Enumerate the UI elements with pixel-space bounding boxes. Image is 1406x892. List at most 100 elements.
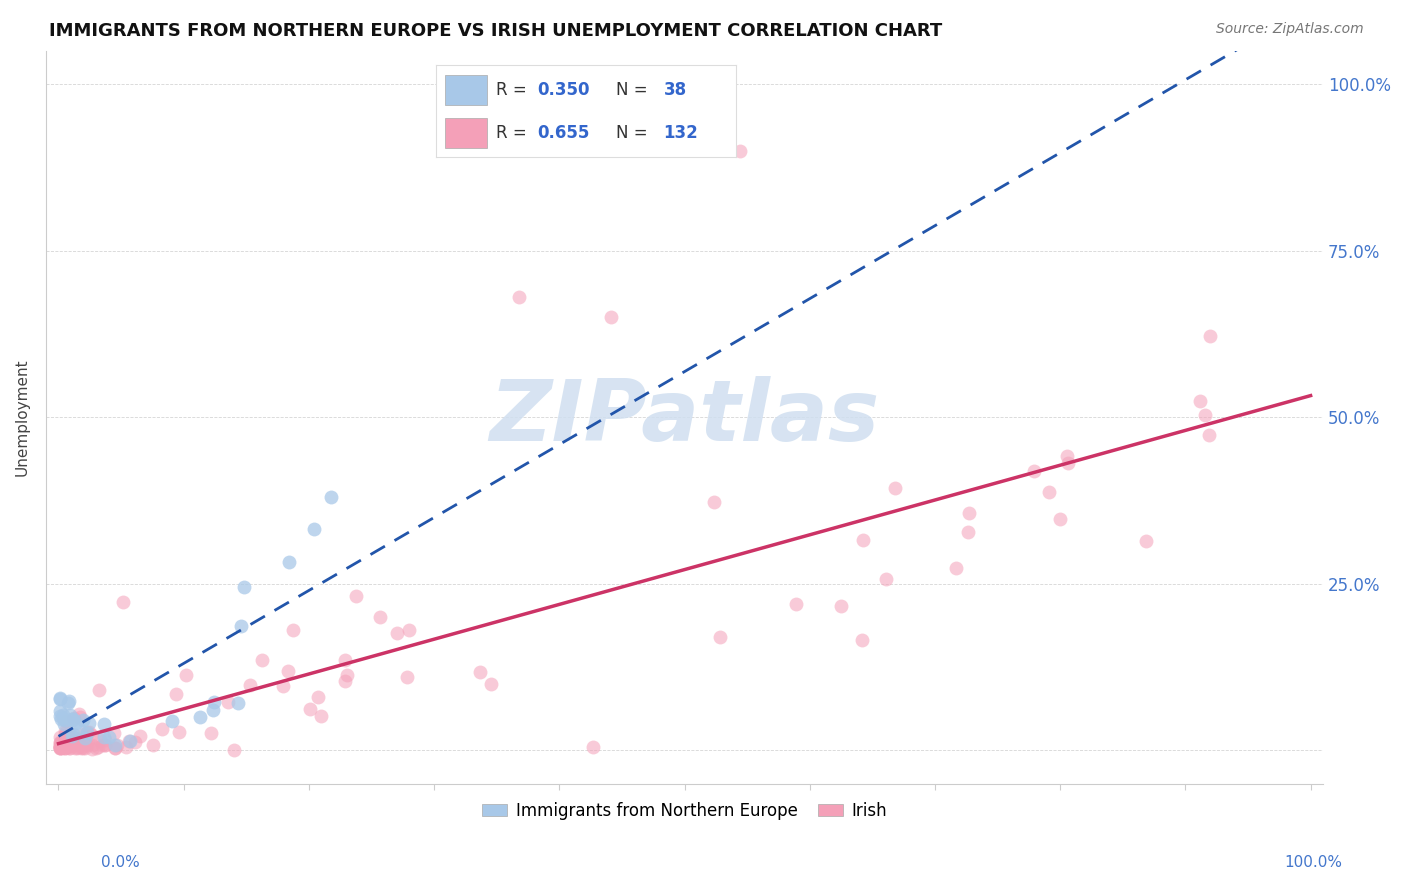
Point	[62, 712, 84, 726]
Point	[124, 735, 146, 749]
Point	[86, 739, 108, 754]
Point	[58, 738, 80, 752]
Point	[201, 703, 224, 717]
Point	[63, 711, 86, 725]
Point	[51, 712, 73, 726]
Point	[48, 709, 70, 723]
Point	[49, 739, 72, 754]
Point	[202, 695, 225, 709]
Point	[120, 733, 142, 747]
Point	[875, 573, 897, 587]
Point	[233, 580, 256, 594]
Point	[72, 713, 94, 727]
Point	[58, 693, 80, 707]
Point	[62, 730, 84, 744]
Point	[66, 741, 89, 756]
Point	[239, 677, 262, 691]
Point	[277, 665, 299, 679]
Point	[1199, 329, 1222, 343]
Point	[56, 696, 79, 710]
Point	[200, 725, 222, 739]
Point	[73, 734, 96, 748]
Point	[309, 709, 332, 723]
Point	[70, 740, 93, 755]
Point	[222, 743, 245, 757]
Point	[51, 736, 73, 750]
Point	[77, 715, 100, 730]
Point	[104, 741, 127, 756]
Point	[48, 741, 70, 756]
Point	[52, 707, 75, 722]
Point	[48, 730, 70, 744]
Point	[165, 687, 187, 701]
Point	[53, 731, 76, 745]
Point	[58, 736, 80, 750]
Point	[60, 729, 83, 743]
Point	[51, 740, 73, 755]
Point	[49, 740, 72, 755]
Point	[229, 619, 252, 633]
Point	[72, 741, 94, 756]
Point	[69, 709, 91, 723]
Point	[73, 738, 96, 752]
Point	[1056, 449, 1078, 463]
Point	[89, 733, 111, 747]
Point	[65, 737, 87, 751]
Point	[49, 738, 72, 752]
Point	[97, 730, 120, 744]
Point	[69, 723, 91, 737]
Point	[82, 742, 104, 756]
Point	[73, 731, 96, 745]
Point	[66, 738, 89, 752]
Point	[76, 724, 98, 739]
Point	[63, 741, 86, 756]
Point	[49, 735, 72, 749]
Point	[70, 739, 93, 754]
Point	[335, 673, 357, 688]
Point	[785, 597, 807, 611]
Point	[53, 732, 76, 747]
Point	[1135, 534, 1157, 549]
Text: Source: ZipAtlas.com: Source: ZipAtlas.com	[1216, 22, 1364, 37]
Point	[49, 692, 72, 706]
Point	[53, 731, 76, 745]
Legend: Immigrants from Northern Europe, Irish: Immigrants from Northern Europe, Irish	[475, 796, 893, 827]
Point	[49, 704, 72, 718]
Point	[65, 716, 87, 731]
Point	[104, 739, 127, 753]
Point	[53, 724, 76, 739]
Point	[830, 599, 852, 613]
Point	[67, 738, 90, 752]
Point	[398, 624, 420, 638]
Point	[48, 741, 70, 756]
Point	[76, 734, 98, 748]
Point	[709, 630, 731, 644]
Point	[60, 732, 83, 747]
Point	[1049, 512, 1071, 526]
Point	[48, 739, 70, 753]
Point	[84, 740, 107, 755]
Point	[52, 711, 75, 725]
Point	[226, 696, 249, 710]
Point	[53, 738, 76, 752]
Point	[188, 709, 211, 723]
Point	[51, 740, 73, 755]
Point	[53, 739, 76, 753]
Text: 100.0%: 100.0%	[1285, 855, 1343, 870]
Point	[277, 555, 299, 569]
Point	[60, 712, 83, 726]
Point	[118, 733, 141, 747]
Point	[93, 717, 115, 731]
Point	[53, 740, 76, 755]
Point	[298, 702, 321, 716]
Point	[59, 707, 82, 722]
Point	[368, 610, 391, 624]
Point	[48, 735, 70, 749]
Point	[344, 589, 367, 603]
Point	[76, 739, 98, 753]
Point	[730, 144, 752, 158]
Point	[957, 506, 980, 520]
Point	[336, 668, 359, 682]
Point	[283, 623, 305, 637]
Point	[55, 725, 77, 739]
